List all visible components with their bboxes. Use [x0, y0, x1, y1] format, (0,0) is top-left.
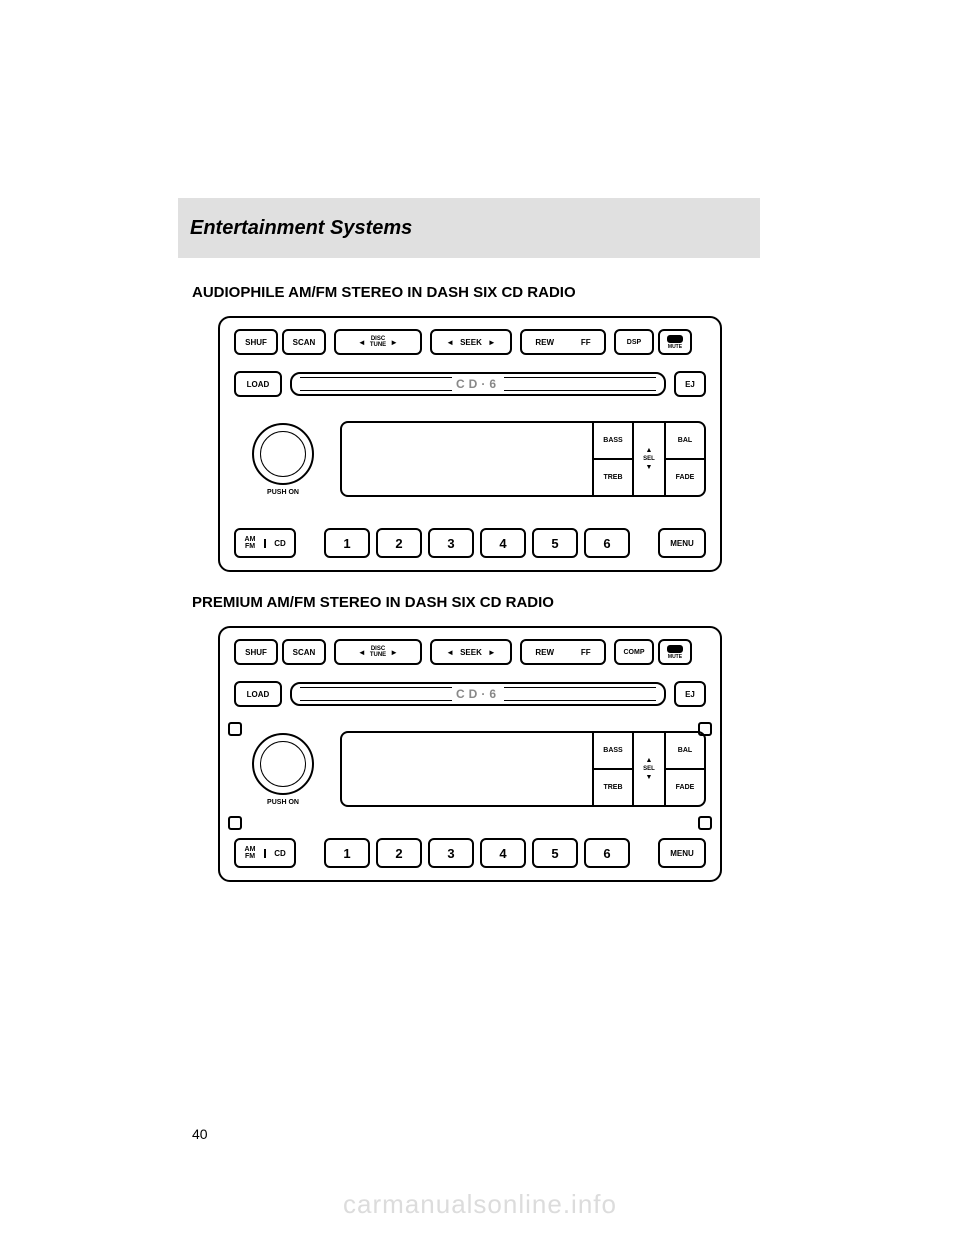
preset-buttons: 1 2 3 4 5 6	[324, 528, 630, 558]
display-screen	[342, 423, 592, 495]
phone-icon	[667, 645, 683, 653]
bal-fade-column[interactable]: BAL FADE	[664, 423, 704, 495]
shuf-button[interactable]: SHUF	[234, 329, 278, 355]
screw-icon	[228, 816, 242, 830]
seek-button[interactable]: SEEK	[430, 639, 512, 665]
sel-column[interactable]: SEL	[632, 423, 664, 495]
cd-slot: CD·6	[290, 372, 666, 396]
heading-premium: PREMIUM AM/FM STEREO IN DASH SIX CD RADI…	[192, 594, 554, 611]
comp-button[interactable]: COMP	[614, 639, 654, 665]
preset-4-button[interactable]: 4	[480, 838, 526, 868]
sel-up-icon	[646, 757, 653, 764]
preset-1-button[interactable]: 1	[324, 838, 370, 868]
eject-button[interactable]: EJ	[674, 681, 706, 707]
disc-next-icon	[390, 648, 398, 657]
screw-icon	[228, 722, 242, 736]
seek-button[interactable]: SEEK	[430, 329, 512, 355]
disc-tune-label: DISC TUNE	[370, 336, 386, 348]
preset-2-button[interactable]: 2	[376, 838, 422, 868]
sel-down-icon	[646, 464, 653, 471]
volume-knob[interactable]	[252, 733, 314, 795]
section-header-bar: Entertainment Systems	[178, 198, 760, 258]
bass-treb-column[interactable]: BASS TREB	[592, 733, 632, 805]
rew-ff-button[interactable]: REW FF	[520, 639, 606, 665]
disc-tune-button[interactable]: DISC TUNE	[334, 329, 422, 355]
disc-next-icon	[390, 338, 398, 347]
display-screen	[342, 733, 592, 805]
preset-3-button[interactable]: 3	[428, 528, 474, 558]
cd-slot-row: LOAD CD·6 EJ	[234, 680, 706, 708]
bal-fade-column[interactable]: BAL FADE	[664, 733, 704, 805]
preset-5-button[interactable]: 5	[532, 838, 578, 868]
bass-treb-column[interactable]: BASS TREB	[592, 423, 632, 495]
preset-6-button[interactable]: 6	[584, 838, 630, 868]
cd6-label: CD·6	[452, 687, 504, 701]
volume-knob-area: PUSH ON	[234, 423, 332, 496]
screw-icon	[698, 816, 712, 830]
seek-prev-icon	[446, 338, 454, 347]
seek-next-icon	[488, 648, 496, 657]
phone-icon	[667, 335, 683, 343]
cd-half: CD	[264, 849, 294, 858]
seek-next-icon	[488, 338, 496, 347]
watermark: carmanualsonline.info	[0, 1189, 960, 1220]
amfm-cd-button[interactable]: AM FM CD	[234, 528, 296, 558]
mid-row: PUSH ON BASS TREB SEL BAL FADE	[234, 416, 706, 502]
shuf-button[interactable]: SHUF	[234, 639, 278, 665]
mid-row: PUSH ON BASS TREB SEL BAL FADE	[234, 726, 706, 812]
volume-knob[interactable]	[252, 423, 314, 485]
bottom-row: AM FM CD 1 2 3 4 5 6 MENU	[234, 528, 706, 558]
amfm-cd-button[interactable]: AM FM CD	[234, 838, 296, 868]
menu-button[interactable]: MENU	[658, 838, 706, 868]
cd-slot: CD·6	[290, 682, 666, 706]
manual-page: Entertainment Systems AUDIOPHILE AM/FM S…	[0, 0, 960, 1242]
rew-ff-button[interactable]: REW FF	[520, 329, 606, 355]
heading-audiophile: AUDIOPHILE AM/FM STEREO IN DASH SIX CD R…	[192, 284, 576, 301]
radio-premium-diagram: SHUF SCAN DISC TUNE SEEK REW FF COMP	[218, 626, 722, 882]
amfm-half: AM FM	[236, 846, 264, 860]
mute-button[interactable]: MUTE	[658, 329, 692, 355]
sel-up-icon	[646, 447, 653, 454]
sel-down-icon	[646, 774, 653, 781]
top-button-row: SHUF SCAN DISC TUNE SEEK REW FF DSP	[234, 328, 706, 356]
screw-icon	[698, 722, 712, 736]
push-on-label: PUSH ON	[267, 799, 299, 806]
bottom-row: AM FM CD 1 2 3 4 5 6 MENU	[234, 838, 706, 868]
cd-slot-row: LOAD CD·6 EJ	[234, 370, 706, 398]
section-header: Entertainment Systems	[190, 217, 412, 240]
seek-prev-icon	[446, 648, 454, 657]
disc-prev-icon	[358, 648, 366, 657]
radio-audiophile-diagram: SHUF SCAN DISC TUNE SEEK REW FF DSP	[218, 316, 722, 572]
dsp-button[interactable]: DSP	[614, 329, 654, 355]
load-button[interactable]: LOAD	[234, 371, 282, 397]
preset-4-button[interactable]: 4	[480, 528, 526, 558]
scan-button[interactable]: SCAN	[282, 329, 326, 355]
preset-2-button[interactable]: 2	[376, 528, 422, 558]
cd6-label: CD·6	[452, 377, 504, 391]
load-button[interactable]: LOAD	[234, 681, 282, 707]
top-button-row: SHUF SCAN DISC TUNE SEEK REW FF COMP	[234, 638, 706, 666]
preset-1-button[interactable]: 1	[324, 528, 370, 558]
disc-prev-icon	[358, 338, 366, 347]
eject-button[interactable]: EJ	[674, 371, 706, 397]
scan-button[interactable]: SCAN	[282, 639, 326, 665]
cd-half: CD	[264, 539, 294, 548]
disc-tune-button[interactable]: DISC TUNE	[334, 639, 422, 665]
preset-buttons: 1 2 3 4 5 6	[324, 838, 630, 868]
menu-button[interactable]: MENU	[658, 528, 706, 558]
preset-3-button[interactable]: 3	[428, 838, 474, 868]
display-panel: BASS TREB SEL BAL FADE	[340, 731, 706, 807]
mute-button[interactable]: MUTE	[658, 639, 692, 665]
amfm-half: AM FM	[236, 536, 264, 550]
preset-6-button[interactable]: 6	[584, 528, 630, 558]
preset-5-button[interactable]: 5	[532, 528, 578, 558]
volume-knob-area: PUSH ON	[234, 733, 332, 806]
page-number: 40	[192, 1126, 208, 1142]
disc-tune-label: DISC TUNE	[370, 646, 386, 658]
display-panel: BASS TREB SEL BAL FADE	[340, 421, 706, 497]
push-on-label: PUSH ON	[267, 489, 299, 496]
sel-column[interactable]: SEL	[632, 733, 664, 805]
